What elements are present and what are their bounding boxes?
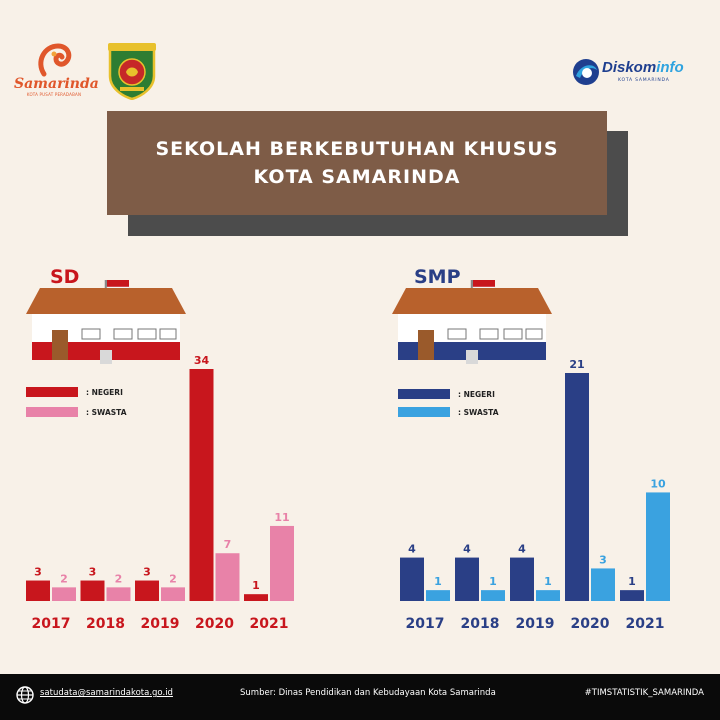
samarinda-logo: Samarinda KOTA PUSAT PERADABAN (14, 40, 99, 100)
smp-bar-negeri-2019 (510, 557, 534, 601)
smp-value-label-swasta-2021: 10 (650, 477, 666, 490)
footer-email-link[interactable]: satudata@samarindakota.go.id (40, 688, 173, 698)
footer-source: Sumber: Dinas Pendidikan dan Kebudayaan … (240, 688, 496, 698)
sd-legend-negeri-swatch (26, 387, 78, 397)
sd-category-label-2018: 2018 (86, 616, 125, 632)
diskominfo-logo-subtitle: KOTA SAMARINDA (618, 78, 670, 83)
title-banner: SEKOLAH BERKEBUTUHAN KHUSUS KOTA SAMARIN… (107, 111, 607, 215)
smp-legend-swasta: : SWASTA (398, 407, 499, 417)
sd-value-label-swasta-2018: 2 (115, 572, 123, 585)
title-line-2: KOTA SAMARINDA (253, 166, 461, 188)
title-line-1: SEKOLAH BERKEBUTUHAN KHUSUS (155, 138, 559, 160)
sd-bar-swasta-2019 (161, 587, 185, 601)
sd-bar-swasta-2021 (270, 525, 294, 601)
sd-value-label-swasta-2020: 7 (224, 538, 232, 551)
smp-legend-negeri: : NEGERI (398, 389, 495, 399)
sd-value-label-negeri-2018: 3 (89, 566, 97, 579)
smp-category-label-2021: 2021 (626, 616, 665, 632)
sd-value-label-swasta-2021: 11 (274, 511, 289, 524)
sd-school-icon (26, 280, 186, 364)
smp-category-label-2017: 2017 (406, 616, 445, 632)
smp-value-label-swasta-2018: 1 (489, 575, 497, 588)
sd-category-label-2020: 2020 (195, 616, 234, 632)
sd-legend-swasta-swatch (26, 407, 78, 417)
smp-bar-negeri-2020 (565, 373, 589, 601)
smp-value-label-negeri-2019: 4 (518, 543, 526, 556)
smp-value-label-negeri-2018: 4 (463, 543, 471, 556)
sd-legend-negeri: : NEGERI (26, 387, 123, 397)
smp-value-label-swasta-2017: 1 (434, 575, 442, 588)
smp-value-label-negeri-2021: 1 (628, 575, 636, 588)
footer: satudata@samarindakota.go.id Sumber: Din… (0, 674, 720, 720)
smp-value-label-negeri-2017: 4 (408, 543, 416, 556)
smp-bar-swasta-2018 (481, 590, 505, 601)
sd-value-label-negeri-2020: 34 (194, 354, 210, 367)
sd-category-label-2021: 2021 (250, 616, 289, 632)
samarinda-logo-text: Samarinda (14, 76, 99, 92)
sd-value-label-swasta-2019: 2 (169, 572, 177, 585)
sd-legend-negeri-text: : NEGERI (86, 387, 123, 397)
sd-bar-negeri-2017 (26, 580, 50, 601)
sd-label: SD (50, 266, 80, 288)
sd-bar-negeri-2019 (135, 580, 159, 601)
samarinda-emblem-icon (38, 43, 72, 77)
smp-category-label-2020: 2020 (571, 616, 610, 632)
bar-charts: 3220173220183220193472020111202141201741… (26, 354, 670, 632)
sd-bar-swasta-2018 (106, 587, 131, 601)
smp-value-label-swasta-2019: 1 (544, 575, 552, 588)
smp-bar-swasta-2021 (646, 492, 670, 601)
sd-bar-swasta-2020 (215, 553, 240, 601)
smp-legend-swasta-text: : SWASTA (458, 407, 499, 417)
smp-school-icon (392, 280, 552, 364)
sd-value-label-negeri-2019: 3 (143, 566, 151, 579)
city-seal-logo (106, 42, 158, 101)
smp-bar-swasta-2017 (426, 590, 450, 601)
diskominfo-swirl-icon (573, 59, 599, 85)
smp-legend-negeri-swatch (398, 389, 450, 399)
smp-legend-swasta-swatch (398, 407, 450, 417)
sd-category-label-2017: 2017 (32, 616, 71, 632)
sd-bar-negeri-2021 (244, 594, 268, 601)
globe-icon (16, 686, 34, 704)
smp-value-label-swasta-2020: 3 (599, 553, 607, 566)
sd-category-label-2019: 2019 (141, 616, 180, 632)
smp-category-label-2019: 2019 (516, 616, 555, 632)
smp-bar-negeri-2017 (400, 557, 424, 601)
sd-bar-negeri-2020 (189, 369, 214, 601)
sd-bar-swasta-2017 (52, 587, 76, 601)
smp-legend-negeri-text: : NEGERI (458, 389, 495, 399)
diskominfo-logo: Diskominfo KOTA SAMARINDA (572, 56, 692, 90)
footer-hashtag: #TIMSTATISTIK_SAMARINDA (584, 688, 704, 698)
smp-bar-negeri-2021 (620, 590, 644, 601)
city-seal-icon (108, 43, 156, 101)
sd-value-label-swasta-2017: 2 (60, 572, 68, 585)
smp-bar-negeri-2018 (455, 557, 479, 601)
sd-legend-swasta: : SWASTA (26, 407, 127, 417)
sd-legend-swasta-text: : SWASTA (86, 407, 127, 417)
smp-bar-swasta-2019 (536, 590, 560, 601)
sd-value-label-negeri-2021: 1 (252, 579, 260, 592)
smp-value-label-negeri-2020: 21 (569, 358, 584, 371)
smp-label: SMP (414, 266, 461, 288)
smp-category-label-2018: 2018 (461, 616, 500, 632)
smp-bar-swasta-2020 (591, 568, 615, 601)
sd-bar-negeri-2018 (80, 580, 105, 601)
samarinda-logo-subtitle: KOTA PUSAT PERADABAN (26, 92, 82, 97)
diskominfo-logo-name: Diskominfo (602, 59, 684, 76)
sd-value-label-negeri-2017: 3 (34, 566, 42, 579)
